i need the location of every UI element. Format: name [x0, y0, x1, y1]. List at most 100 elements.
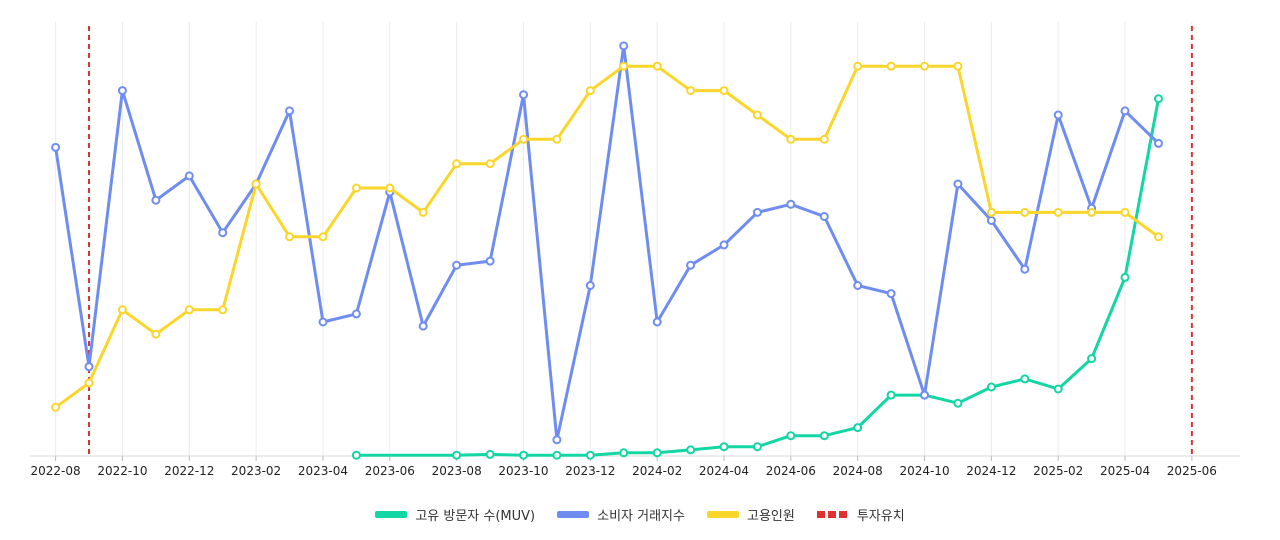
x-tick-label-2023-02: 2023-02: [231, 464, 281, 478]
x-tick-label-2025-06: 2025-06: [1167, 464, 1217, 478]
data-point-s2-2024-12: [986, 207, 996, 217]
data-point-s1-2023-12: [585, 281, 595, 290]
data-point-s1-2025-04: [1120, 106, 1130, 116]
data-point-s1-2024-02: [652, 317, 662, 327]
data-point-s2-2025-02: [1053, 207, 1063, 217]
x-tick-label-2023-04: 2023-04: [298, 464, 348, 478]
data-point-s0-2024-02: [652, 448, 662, 458]
data-point-s0-2025-03: [1087, 354, 1097, 364]
data-point-s0-2024-12: [986, 382, 996, 392]
legend-swatch-investment: [816, 511, 849, 518]
x-tick-label-2024-10: 2024-10: [899, 464, 949, 478]
data-point-s1-2022-09: [84, 362, 94, 372]
data-point-s2-2024-11: [953, 61, 963, 71]
data-point-s1-2023-03: [285, 106, 294, 116]
x-tick-label-2023-10: 2023-10: [498, 464, 548, 478]
legend-swatch-employees: [706, 511, 739, 518]
data-point-s2-2023-01: [218, 305, 228, 315]
data-point-s0-2023-11: [552, 450, 562, 460]
data-point-s1-2025-05: [1154, 138, 1163, 148]
data-point-s0-2024-11: [953, 398, 963, 408]
x-tick-label-2023-12: 2023-12: [565, 464, 615, 478]
data-point-s0-2023-12: [585, 450, 595, 460]
data-point-s1-2025-02: [1053, 110, 1063, 120]
data-point-s0-2024-03: [686, 445, 696, 455]
data-point-s2-2022-10: [117, 305, 127, 315]
data-point-s1-2024-01: [619, 41, 629, 51]
data-point-s1-2023-05: [351, 309, 361, 319]
legend-label-investment: 투자유치: [856, 509, 905, 524]
legend-swatch-consumer-index: [557, 511, 590, 518]
data-point-s0-2024-08: [853, 423, 863, 433]
data-point-s2-2024-09: [886, 61, 896, 71]
data-point-s2-2025-05: [1154, 232, 1163, 242]
legend-label-consumer-index: 소비자 거래지수: [597, 509, 685, 524]
data-point-s2-2023-11: [552, 134, 562, 144]
x-tick-label-2022-12: 2022-12: [164, 464, 214, 478]
data-point-s2-2024-02: [652, 61, 662, 71]
x-tick-label-2022-10: 2022-10: [97, 464, 147, 478]
legend-item-employees[interactable]: 고용인원: [706, 505, 795, 524]
data-point-s0-2024-06: [786, 431, 796, 441]
data-point-s2-2024-01: [619, 61, 629, 71]
legend-label-muv: 고유 방문자 수(MUV): [415, 509, 536, 524]
data-point-s2-2024-04: [719, 86, 729, 96]
data-point-s0-2025-04: [1120, 272, 1130, 282]
data-point-s1-2023-08: [452, 260, 462, 270]
data-point-s2-2023-07: [418, 207, 428, 217]
data-point-s2-2023-04: [318, 232, 328, 242]
data-point-s2-2023-05: [351, 183, 361, 193]
legend-swatch-muv: [375, 511, 408, 518]
data-point-s1-2024-08: [853, 281, 863, 290]
data-point-s1-2023-10: [519, 90, 528, 100]
legend-label-employees: 고용인원: [746, 509, 795, 524]
data-point-s1-2024-04: [719, 240, 729, 250]
data-point-s0-2025-01: [1020, 374, 1030, 384]
data-point-s1-2024-06: [786, 199, 796, 209]
x-tick-label-2024-02: 2024-02: [632, 464, 682, 478]
legend-item-investment[interactable]: 투자유치: [816, 505, 905, 524]
data-point-s1-2024-09: [886, 289, 896, 299]
x-tick-label-2024-08: 2024-08: [833, 464, 883, 478]
data-point-s2-2023-02: [251, 179, 261, 189]
data-point-s0-2023-05: [351, 450, 361, 460]
data-point-s2-2023-06: [385, 183, 395, 193]
data-point-s2-2022-11: [151, 329, 161, 339]
x-tick-label-2022-08: 2022-08: [31, 464, 81, 478]
x-tick-label-2023-08: 2023-08: [432, 464, 482, 478]
data-point-s1-2024-03: [686, 260, 696, 270]
x-tick-label-2024-12: 2024-12: [966, 464, 1016, 478]
legend-item-consumer-index[interactable]: 소비자 거래지수: [557, 505, 685, 524]
data-point-s1-2023-04: [318, 317, 328, 327]
data-point-s2-2022-09: [84, 378, 94, 388]
data-point-s2-2025-04: [1120, 207, 1130, 217]
legend-item-muv[interactable]: 고유 방문자 수(MUV): [375, 505, 535, 524]
data-point-s2-2025-03: [1087, 207, 1097, 217]
data-point-s2-2023-03: [285, 232, 294, 242]
data-point-s2-2024-07: [819, 134, 829, 144]
data-point-s2-2022-08: [51, 402, 61, 412]
series-line-0: [354, 97, 1160, 457]
data-point-s0-2023-09: [485, 449, 495, 459]
series-line-2: [54, 64, 1160, 409]
data-point-s2-2024-03: [686, 86, 696, 96]
x-tick-label-2024-06: 2024-06: [766, 464, 816, 478]
data-point-s0-2024-01: [619, 448, 629, 458]
data-point-s1-2022-12: [184, 171, 194, 181]
series-line-1: [54, 44, 1160, 442]
data-point-s2-2023-09: [485, 159, 495, 169]
data-point-s0-2024-05: [752, 442, 762, 452]
x-tick-label-2024-04: 2024-04: [699, 464, 749, 478]
data-point-s1-2023-07: [418, 321, 428, 331]
data-point-s2-2025-01: [1020, 207, 1030, 217]
data-point-s0-2024-04: [719, 442, 729, 452]
line-chart: 2022-08 2022-10 2022-12 2023-02 2023-04 2023-…: [30, 22, 1240, 478]
data-point-s2-2023-10: [519, 134, 528, 144]
data-point-s2-2024-05: [752, 110, 762, 120]
data-point-s1-2022-11: [151, 195, 161, 205]
data-point-s1-2024-05: [752, 207, 762, 217]
data-point-s1-2024-12: [986, 216, 996, 225]
legend: 고유 방문자 수(MUV) 소비자 거래지수 고용인원 투자유치: [0, 505, 1280, 524]
data-point-s0-2023-08: [452, 450, 462, 460]
